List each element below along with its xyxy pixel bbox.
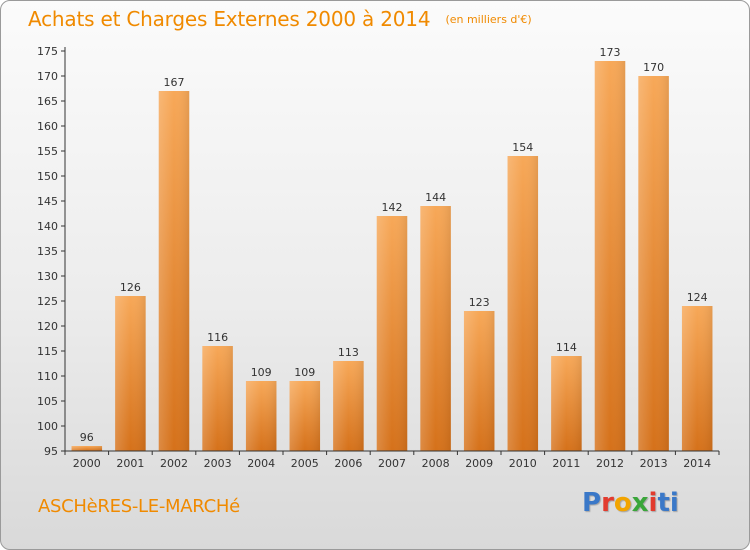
bar-shade-2012 bbox=[594, 61, 626, 451]
x-tick-label: 2005 bbox=[291, 457, 319, 470]
logo-letter: r bbox=[601, 488, 614, 518]
bar-shade-2001 bbox=[115, 296, 146, 451]
y-tick-label: 170 bbox=[37, 70, 58, 83]
y-tick-label: 135 bbox=[37, 245, 58, 258]
proxiti-logo: Proxiti bbox=[582, 488, 679, 518]
x-tick-label: 2012 bbox=[596, 457, 624, 470]
x-tick-label: 2011 bbox=[552, 457, 580, 470]
bars: 96 126 167 116 109 109 113 142 144 123 154 114 173 17… bbox=[71, 46, 713, 451]
x-tick-label: 2001 bbox=[116, 457, 144, 470]
y-tick-label: 155 bbox=[37, 145, 58, 158]
bar-shade-2002 bbox=[158, 91, 190, 451]
bar-shade-2004 bbox=[245, 381, 277, 451]
logo-letter: P bbox=[582, 488, 602, 518]
bar-value-label: 142 bbox=[382, 201, 403, 214]
bar-value-label: 123 bbox=[469, 296, 490, 309]
logo-letter: o bbox=[613, 488, 632, 518]
bar-value-label: 124 bbox=[687, 291, 708, 304]
x-tick-label: 2004 bbox=[247, 457, 275, 470]
bar-shade-2003 bbox=[202, 346, 233, 451]
bar-value-label: 173 bbox=[600, 46, 621, 59]
bar-value-label: 170 bbox=[643, 61, 664, 74]
y-tick-label: 130 bbox=[37, 270, 58, 283]
title-row: Achats et Charges Externes 2000 à 2014 (… bbox=[28, 7, 532, 31]
bar-shade-2006 bbox=[333, 361, 364, 451]
x-tick-label: 2000 bbox=[73, 457, 101, 470]
y-tick-label: 120 bbox=[37, 320, 58, 333]
logo-letter: t bbox=[657, 488, 670, 518]
logo-letter: i bbox=[648, 488, 658, 518]
commune-name: ASCHèRES-LE-MARCHé bbox=[38, 496, 240, 517]
y-tick-label: 140 bbox=[37, 220, 58, 233]
bar-value-label: 113 bbox=[338, 346, 359, 359]
x-tick-label: 2002 bbox=[160, 457, 188, 470]
x-tick-label: 2007 bbox=[378, 457, 406, 470]
y-tick-label: 165 bbox=[37, 95, 58, 108]
y-tick-label: 100 bbox=[37, 420, 58, 433]
x-tick-label: 2013 bbox=[640, 457, 668, 470]
y-tick-label: 145 bbox=[37, 195, 58, 208]
bar-value-label: 126 bbox=[120, 281, 141, 294]
y-tick-label: 115 bbox=[37, 345, 58, 358]
bar-value-label: 167 bbox=[164, 76, 185, 89]
y-tick-label: 105 bbox=[37, 395, 58, 408]
bar-value-label: 109 bbox=[294, 366, 315, 379]
bar-shade-2008 bbox=[420, 206, 451, 451]
bar-shade-2010 bbox=[507, 156, 539, 451]
y-tick-label: 150 bbox=[37, 170, 58, 183]
y-tick-label: 175 bbox=[37, 45, 58, 58]
bar-shade-2007 bbox=[376, 216, 408, 451]
bar-value-label: 96 bbox=[80, 431, 94, 444]
x-tick-label: 2009 bbox=[465, 457, 493, 470]
bar-shade-2000 bbox=[71, 446, 103, 451]
x-tick-label: 2010 bbox=[509, 457, 537, 470]
y-tick-label: 160 bbox=[37, 120, 58, 133]
bar-value-label: 109 bbox=[251, 366, 272, 379]
chart-title: Achats et Charges Externes 2000 à 2014 bbox=[28, 7, 431, 31]
bar-value-label: 144 bbox=[425, 191, 446, 204]
logo-letter: i bbox=[669, 488, 679, 518]
x-tick-label: 2003 bbox=[204, 457, 232, 470]
x-axis: 2000 2001 2002 2003 2004 2005 2006 2007 2008 2009… bbox=[64, 450, 720, 470]
bar-shade-2005 bbox=[289, 381, 321, 451]
bar-shade-2009 bbox=[463, 311, 495, 451]
chart-unit: (en milliers d'€) bbox=[445, 13, 532, 26]
bar-value-label: 154 bbox=[512, 141, 533, 154]
bar-shade-2013 bbox=[638, 76, 669, 451]
bar-shade-2014 bbox=[681, 306, 713, 451]
y-tick-label: 95 bbox=[44, 445, 58, 458]
y-tick-label: 110 bbox=[37, 370, 58, 383]
x-tick-label: 2014 bbox=[683, 457, 711, 470]
y-axis: 95 100 105 110 115 120 125 130 135 140 145 150 155 16… bbox=[37, 45, 66, 458]
y-tick-label: 125 bbox=[37, 295, 58, 308]
bar-value-label: 116 bbox=[207, 331, 228, 344]
x-tick-label: 2006 bbox=[334, 457, 362, 470]
logo-letter: x bbox=[631, 488, 649, 518]
bar-shade-2011 bbox=[551, 356, 582, 451]
bar-value-label: 114 bbox=[556, 341, 577, 354]
x-tick-label: 2008 bbox=[422, 457, 450, 470]
